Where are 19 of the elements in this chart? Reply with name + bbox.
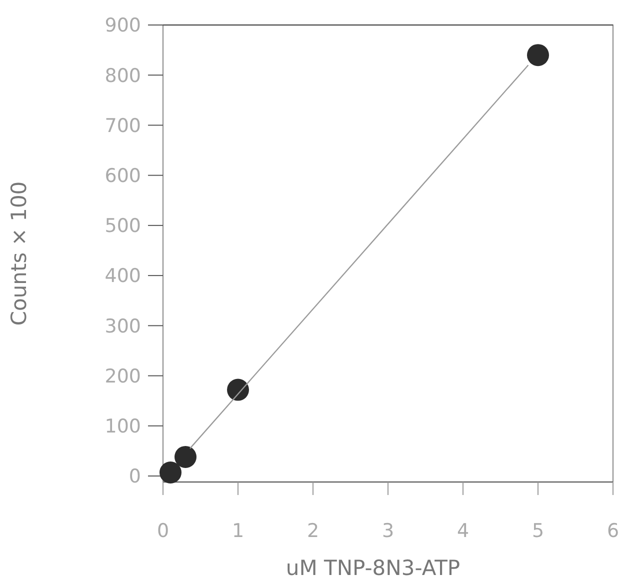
x-tick-label: 0	[156, 520, 170, 542]
x-tick-label: 6	[606, 520, 620, 542]
x-tick-label: 1	[232, 520, 244, 542]
x-tick-label: 2	[306, 520, 320, 542]
y-tick-label: 400	[104, 265, 141, 288]
y-tick-label: 500	[104, 215, 141, 238]
y-tick-label: 600	[104, 164, 141, 187]
y-tick-label: 0	[128, 466, 141, 488]
y-tick-label: 200	[104, 365, 141, 388]
x-tick-label: 5	[532, 520, 544, 542]
y-tick-label: 100	[104, 416, 141, 438]
y-tick-label: 900	[104, 14, 141, 37]
x-tick-label: 3	[382, 520, 394, 542]
y-tick-label: 800	[104, 64, 141, 87]
y-tick-label: 700	[104, 114, 141, 137]
x-axis-title: uM TNP-8N3-ATP	[286, 556, 460, 580]
x-tick-label: 4	[456, 520, 470, 542]
y-axis-title: Counts × 100	[7, 181, 31, 326]
y-tick-label: 300	[104, 315, 141, 338]
